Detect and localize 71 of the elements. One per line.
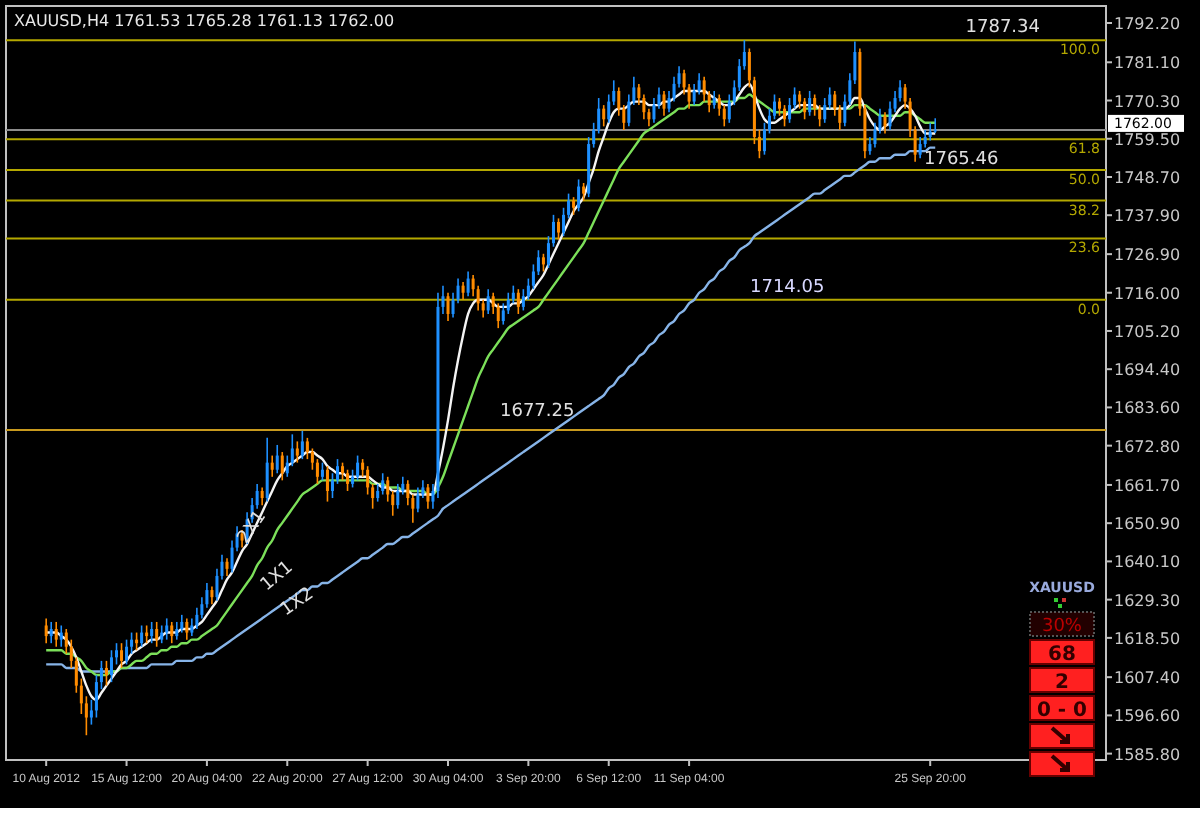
text: 0 - 0: [1036, 700, 1088, 722]
candlestick: [295, 440, 299, 464]
candlestick: [662, 90, 666, 117]
y-tick-label: 1694.40: [1114, 361, 1181, 380]
candlestick: [104, 660, 108, 687]
candlestick: [426, 483, 430, 510]
y-tick-label: 1650.90: [1114, 515, 1181, 534]
ref-line-label: 1677.25: [500, 401, 575, 422]
candlestick: [577, 178, 581, 213]
candlestick: [928, 122, 932, 142]
y-tick-label: 1618.50: [1114, 629, 1181, 648]
candlestick: [165, 617, 169, 641]
candlestick: [150, 621, 154, 644]
candlestick: [356, 454, 360, 482]
candlestick: [466, 270, 470, 298]
candlestick: [300, 429, 304, 460]
chart-title: XAUUSD,H4 1761.53 1765.28 1761.13 1762.00: [14, 12, 395, 30]
candlestick: [54, 621, 58, 648]
candlestick: [280, 451, 284, 482]
y-tick-label: 1629.30: [1114, 591, 1181, 610]
candlestick: [918, 136, 922, 160]
candlestick: [270, 454, 274, 478]
y-tick-label: 1705.20: [1114, 322, 1181, 341]
candlestick: [803, 97, 807, 121]
candlestick: [486, 288, 490, 315]
annotation: 1787.34: [965, 18, 1041, 39]
candlestick: [325, 465, 329, 503]
y-tick-label: 1726.90: [1114, 246, 1181, 265]
candlestick: [185, 617, 189, 641]
y-tick-label: 1585.80: [1114, 745, 1181, 764]
annotation: 1765.46: [924, 150, 999, 170]
candlestick: [602, 104, 606, 128]
candlestick: [140, 624, 144, 648]
candlestick: [396, 483, 400, 510]
candlestick: [265, 437, 269, 503]
annotation: 1714.05: [750, 277, 825, 298]
y-tick-label: 1716.00: [1114, 284, 1181, 303]
candlestick: [125, 638, 129, 666]
candlestick: [155, 621, 159, 648]
candlestick: [557, 217, 561, 241]
text: 30%: [1041, 617, 1083, 637]
y-tick-label: 1737.90: [1114, 207, 1181, 226]
y-tick-label: 1661.70: [1114, 476, 1181, 495]
candlestick: [346, 468, 350, 492]
candlestick: [44, 617, 48, 644]
candlestick: [933, 117, 937, 134]
candlestick: [516, 288, 520, 315]
candlestick: [59, 624, 63, 648]
y-tick-label: 1683.60: [1114, 399, 1181, 418]
y-tick-label: 1748.70: [1114, 168, 1181, 187]
candlestick: [275, 444, 279, 475]
candlestick: [120, 642, 124, 669]
candlestick: [783, 104, 787, 128]
y-tick-label: 1596.60: [1114, 707, 1181, 726]
candlestick: [446, 291, 450, 322]
candlestick: [49, 621, 53, 644]
candlestick: [109, 649, 113, 683]
candlestick: [883, 111, 887, 135]
y-tick-label: 1770.30: [1114, 92, 1181, 111]
y-tick-label: 1672.80: [1114, 437, 1181, 456]
y-tick-label: 1759.50: [1114, 130, 1181, 149]
y-tick-label: 1640.10: [1114, 553, 1181, 572]
y-tick-label: 1607.40: [1114, 669, 1181, 688]
text: 68: [1048, 644, 1076, 666]
y-tick-label: 1781.10: [1114, 54, 1181, 73]
y-tick-label: 1792.20: [1114, 14, 1181, 33]
candlestick: [808, 90, 812, 117]
candlestick: [381, 472, 385, 496]
candlestick: [416, 486, 420, 514]
text: 2: [1055, 672, 1070, 694]
candlestick: [170, 621, 174, 644]
